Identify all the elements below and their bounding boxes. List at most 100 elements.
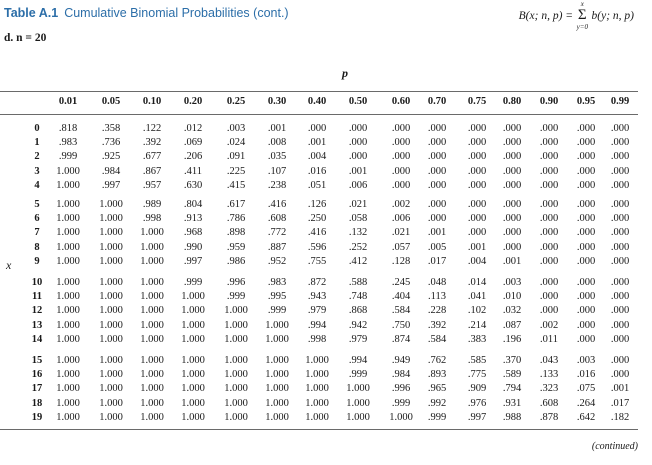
table-cell: 1.000 <box>56 397 80 409</box>
table-cell: .997 <box>183 255 203 267</box>
table-cell: .069 <box>183 137 203 149</box>
header-rule <box>0 114 638 115</box>
table-cell: .000 <box>427 213 447 225</box>
table-cell: .925 <box>101 151 121 163</box>
table-cell: .762 <box>427 355 447 366</box>
table-cell: .000 <box>427 123 447 134</box>
table-cell: .000 <box>502 151 522 163</box>
table-cell: .872 <box>307 277 327 288</box>
table-cell: .000 <box>610 179 630 191</box>
table-cell: .994 <box>348 355 368 366</box>
table-cell: 1.000 <box>140 291 164 303</box>
table-cell: .001 <box>502 255 522 267</box>
table-cell: 1.000 <box>224 397 248 409</box>
column-header: 0.20 <box>183 96 203 107</box>
table-cell: .589 <box>502 369 522 381</box>
table-cell: 1.000 <box>56 305 80 317</box>
table-cell: .228 <box>427 305 447 317</box>
table-cell: 1.000 <box>99 227 123 239</box>
table-cell: .412 <box>348 255 368 267</box>
table-cell: .010 <box>502 291 522 303</box>
table-cell: .992 <box>427 397 447 409</box>
table-cell: .126 <box>307 199 327 210</box>
table-cell: .588 <box>348 277 368 288</box>
table-cell: 1.000 <box>140 369 164 381</box>
row-x-value: 0 <box>34 123 40 134</box>
table-cell: 1.000 <box>265 383 289 395</box>
row-x-value: 4 <box>34 179 40 191</box>
table-cell: .001 <box>348 165 368 177</box>
table-cell: 1.000 <box>56 369 80 381</box>
table-cell: 1.000 <box>305 411 329 423</box>
top-rule <box>0 91 638 92</box>
table-cell: .196 <box>502 333 522 345</box>
table-cell: .091 <box>226 151 246 163</box>
table-cell: .000 <box>576 277 596 288</box>
table-cell: .238 <box>267 179 287 191</box>
table-cell: 1.000 <box>224 369 248 381</box>
table-cell: .012 <box>183 123 203 134</box>
table-cell: .014 <box>467 277 487 288</box>
table-cell: .214 <box>467 319 487 331</box>
table-cell: .000 <box>467 199 487 210</box>
table-cell: .999 <box>348 369 368 381</box>
table-cell: .642 <box>576 411 596 423</box>
table-cell: 1.000 <box>99 291 123 303</box>
table-cell: .000 <box>576 165 596 177</box>
table-cell: .998 <box>142 213 162 225</box>
table-cell: .984 <box>101 165 121 177</box>
table-cell: .957 <box>142 179 162 191</box>
table-cell: .004 <box>467 255 487 267</box>
table-cell: 1.000 <box>140 397 164 409</box>
table-cell: 1.000 <box>224 333 248 345</box>
table-cell: .000 <box>576 305 596 317</box>
table-cell: 1.000 <box>224 411 248 423</box>
table-cell: 1.000 <box>56 291 80 303</box>
table-cell: .001 <box>467 241 487 253</box>
table-cell: 1.000 <box>140 241 164 253</box>
table-cell: .000 <box>610 355 630 366</box>
table-cell: .608 <box>539 397 559 409</box>
table-cell: .392 <box>142 137 162 149</box>
table-cell: 1.000 <box>56 355 80 366</box>
table-cell: 1.000 <box>181 397 205 409</box>
row-x-value: 9 <box>34 255 40 267</box>
summation-upper-limit: x <box>580 0 584 8</box>
table-cell: 1.000 <box>99 383 123 395</box>
table-cell: .000 <box>427 165 447 177</box>
table-cell: .006 <box>391 213 411 225</box>
column-header: 0.40 <box>307 96 327 107</box>
table-cell: .000 <box>539 241 559 253</box>
row-x-value: 3 <box>34 165 40 177</box>
table-cell: 1.000 <box>99 213 123 225</box>
table-cell: 1.000 <box>99 277 123 288</box>
table-cell: 1.000 <box>265 397 289 409</box>
table-cell: .000 <box>467 179 487 191</box>
row-x-value: 17 <box>31 383 43 395</box>
table-cell: .323 <box>539 383 559 395</box>
table-cell: .000 <box>610 123 630 134</box>
table-cell: 1.000 <box>56 319 80 331</box>
table-cell: .058 <box>348 213 368 225</box>
table-cell: .000 <box>539 291 559 303</box>
row-x-value: 16 <box>31 369 43 381</box>
table-title: Cumulative Binomial Probabilities (cont.… <box>64 6 289 20</box>
table-cell: .000 <box>610 291 630 303</box>
table-cell: .818 <box>58 123 78 134</box>
table-cell: 1.000 <box>99 241 123 253</box>
table-cell: .596 <box>307 241 327 253</box>
p-axis-label: p <box>342 66 348 80</box>
table-cell: .411 <box>184 165 202 177</box>
table-cell: .000 <box>576 319 596 331</box>
table-cell: .942 <box>348 319 368 331</box>
row-x-value: 11 <box>32 291 42 303</box>
table-cell: .000 <box>467 165 487 177</box>
table-cell: .997 <box>467 411 487 423</box>
table-cell: 1.000 <box>140 277 164 288</box>
table-cell: 1.000 <box>346 397 370 409</box>
table-cell: .000 <box>502 165 522 177</box>
table-cell: .997 <box>101 179 121 191</box>
table-cell: .002 <box>539 319 559 331</box>
table-cell: 1.000 <box>99 305 123 317</box>
